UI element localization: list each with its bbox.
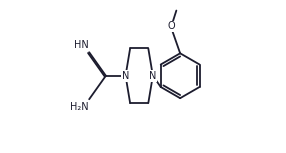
Text: N: N (122, 71, 129, 81)
Text: N: N (149, 71, 156, 81)
Text: H₂N: H₂N (70, 102, 88, 112)
Text: O: O (168, 21, 175, 32)
Text: HN: HN (74, 39, 88, 50)
